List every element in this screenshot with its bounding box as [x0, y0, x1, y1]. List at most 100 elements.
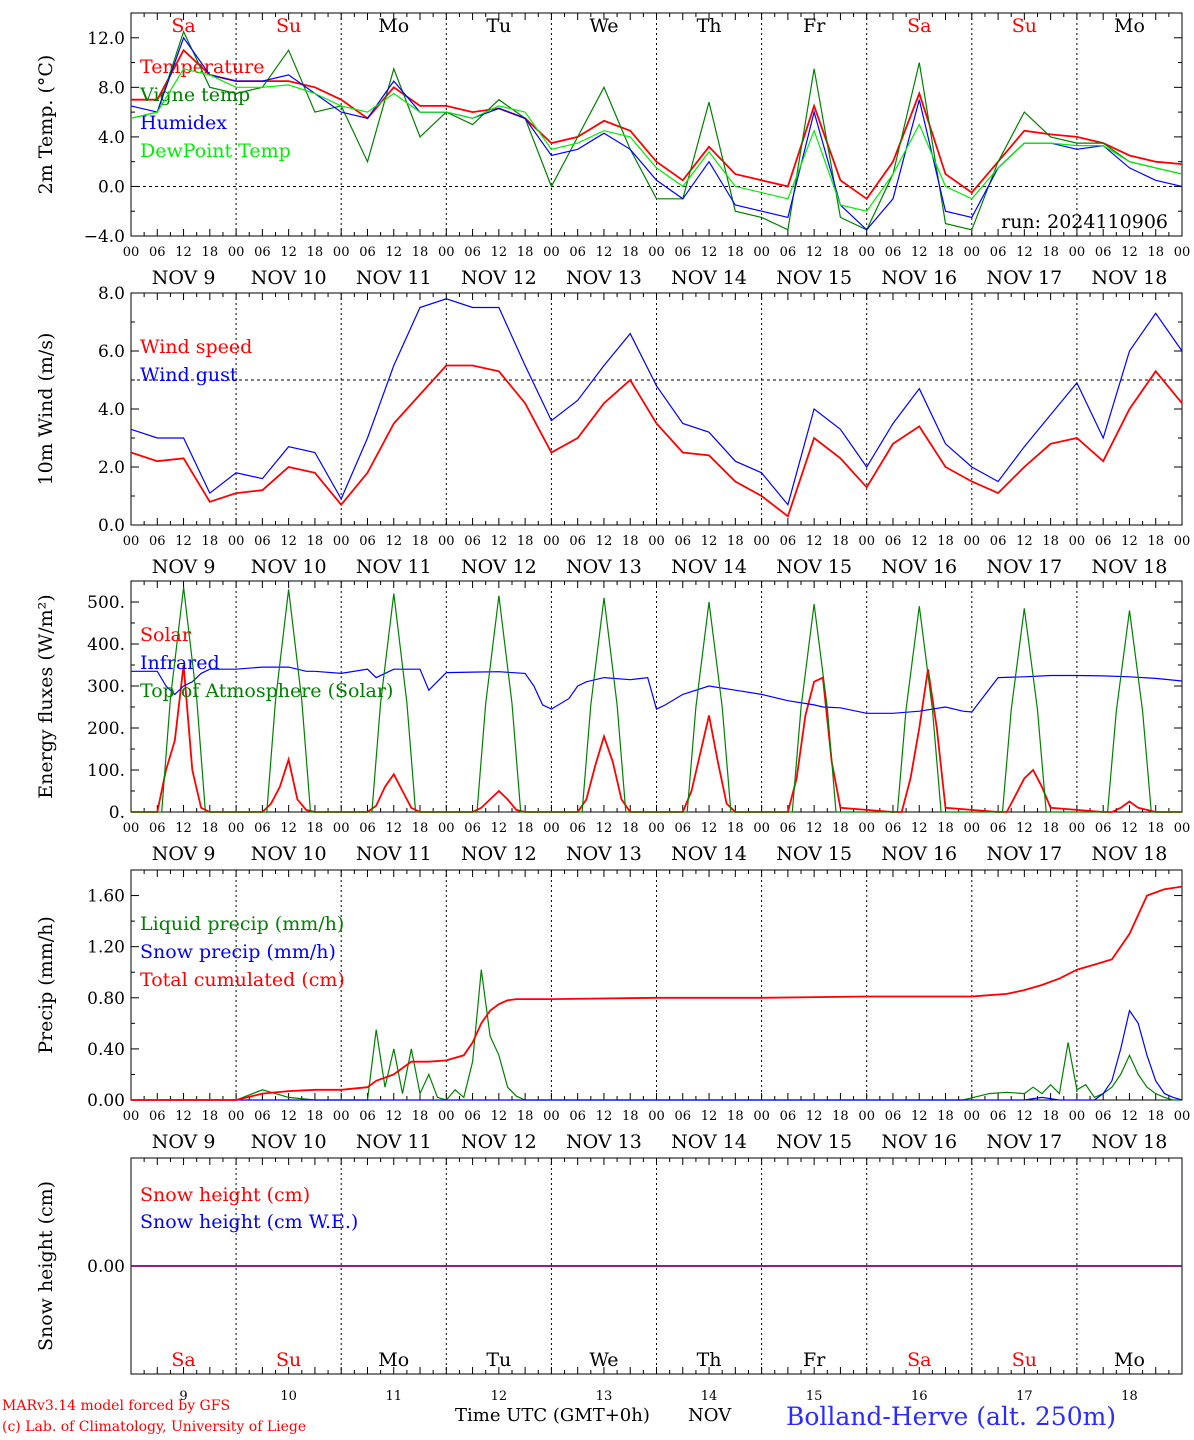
day-number-label: 13	[596, 1389, 613, 1404]
hour-tick-label: 00	[333, 821, 350, 836]
hour-tick-label: 18	[622, 821, 639, 836]
hour-tick-label: 12	[280, 245, 297, 260]
hour-tick-label: 00	[123, 534, 140, 549]
hour-tick-label: 00	[1174, 821, 1191, 836]
y-tick-label: 6.0	[98, 342, 125, 362]
hour-tick-label: 06	[1095, 245, 1112, 260]
y-axis-label: Energy fluxes (W/m²)	[35, 594, 57, 798]
hour-tick-label: 12	[175, 1109, 192, 1124]
hour-tick-label: 00	[1069, 1109, 1086, 1124]
date-label: NOV 17	[986, 267, 1062, 289]
hour-tick-label: 00	[648, 1109, 665, 1124]
hour-tick-label: 18	[202, 821, 219, 836]
hour-tick-label: 00	[228, 534, 245, 549]
hour-tick-label: 06	[464, 534, 481, 549]
weekday-label: Mo	[1114, 15, 1145, 37]
hour-tick-label: 06	[990, 534, 1007, 549]
hour-tick-label: 06	[359, 245, 376, 260]
hour-tick-label: 12	[280, 534, 297, 549]
weekday-label: Th	[697, 15, 722, 37]
hour-tick-label: 12	[1016, 245, 1033, 260]
hour-tick-label: 12	[701, 1109, 718, 1124]
date-label: NOV 12	[461, 556, 537, 578]
y-tick-label: 400.	[87, 635, 125, 655]
hour-tick-label: 06	[990, 821, 1007, 836]
hour-tick-label: 12	[911, 1109, 928, 1124]
date-label: NOV 16	[881, 1131, 957, 1153]
hour-tick-label: 12	[1016, 534, 1033, 549]
hour-tick-label: 12	[385, 245, 402, 260]
hour-tick-label: 18	[622, 1109, 639, 1124]
day-number-label: 14	[701, 1389, 718, 1404]
hour-tick-label: 12	[280, 1109, 297, 1124]
hour-tick-label: 00	[438, 1109, 455, 1124]
hour-tick-label: 00	[858, 245, 875, 260]
hour-tick-label: 12	[1121, 534, 1138, 549]
hour-tick-label: 06	[1095, 821, 1112, 836]
weekday-label: Sa	[907, 15, 931, 37]
hour-tick-label: 06	[359, 534, 376, 549]
legend-vigne-temp: Vigne temp	[139, 84, 250, 106]
hour-tick-label: 06	[990, 1109, 1007, 1124]
hour-tick-label: 06	[1095, 1109, 1112, 1124]
date-label: NOV 15	[776, 556, 852, 578]
hour-tick-label: 00	[753, 1109, 770, 1124]
hour-tick-label: 18	[727, 821, 744, 836]
hour-tick-label: 00	[438, 534, 455, 549]
series-line-total-cumulated-cm-	[131, 885, 1183, 1101]
day-number-label: 17	[1016, 1389, 1033, 1404]
hour-tick-label: 00	[123, 245, 140, 260]
hour-tick-label: 12	[911, 245, 928, 260]
y-tick-label: 0.00	[87, 1257, 125, 1277]
hour-tick-label: 00	[1069, 245, 1086, 260]
date-label: NOV 14	[671, 843, 747, 865]
date-label: NOV 13	[566, 556, 642, 578]
hour-tick-label: 00	[228, 245, 245, 260]
hour-tick-label: 18	[1147, 534, 1164, 549]
hour-tick-label: 18	[1147, 1109, 1164, 1124]
hour-tick-label: 00	[543, 821, 560, 836]
hour-tick-label: 12	[701, 821, 718, 836]
y-tick-label: 0.0	[98, 177, 125, 197]
hour-tick-label: 06	[569, 245, 586, 260]
date-label: NOV 10	[251, 1131, 327, 1153]
series-line-infrared	[131, 666, 1183, 714]
date-label: NOV 14	[671, 556, 747, 578]
series-line-temperature	[131, 48, 1183, 201]
hour-tick-label: 18	[412, 245, 429, 260]
hour-tick-label: 12	[280, 821, 297, 836]
hour-tick-label: 00	[543, 245, 560, 260]
time-axis-label: Time UTC (GMT+0h)	[455, 1405, 650, 1426]
y-axis-label: Snow height (cm)	[35, 1181, 57, 1351]
hour-tick-label: 00	[964, 1109, 981, 1124]
hour-tick-label: 06	[149, 1109, 166, 1124]
hour-tick-label: 12	[385, 821, 402, 836]
time-axis-month: NOV	[688, 1405, 732, 1426]
day-number-label: 16	[911, 1389, 928, 1404]
hour-tick-label: 00	[858, 821, 875, 836]
hour-tick-label: 12	[385, 1109, 402, 1124]
hour-tick-label: 18	[832, 534, 849, 549]
hour-tick-label: 06	[254, 245, 271, 260]
hour-tick-label: 06	[149, 245, 166, 260]
hour-tick-label: 00	[964, 245, 981, 260]
legend-dewpoint-temp: DewPoint Temp	[140, 140, 291, 162]
hour-tick-label: 12	[491, 245, 508, 260]
hour-tick-label: 18	[1042, 1109, 1059, 1124]
hour-tick-label: 18	[727, 1109, 744, 1124]
hour-tick-label: 12	[596, 1109, 613, 1124]
hour-tick-label: 12	[701, 245, 718, 260]
date-label: NOV 17	[986, 556, 1062, 578]
hour-tick-label: 18	[1042, 821, 1059, 836]
weekday-label: Sa	[907, 1349, 931, 1371]
hour-tick-label: 12	[701, 534, 718, 549]
date-label: NOV 12	[461, 1131, 537, 1153]
hour-tick-label: 06	[254, 1109, 271, 1124]
hour-tick-label: 12	[806, 534, 823, 549]
series-line-wind-gust	[130, 298, 1183, 506]
series-line-snow-precip-mm-h-	[131, 1009, 1183, 1101]
legend-snow-height-cm-w-e-: Snow height (cm W.E.)	[140, 1211, 358, 1233]
date-label: NOV 13	[566, 843, 642, 865]
y-tick-label: 0.0	[98, 516, 125, 536]
